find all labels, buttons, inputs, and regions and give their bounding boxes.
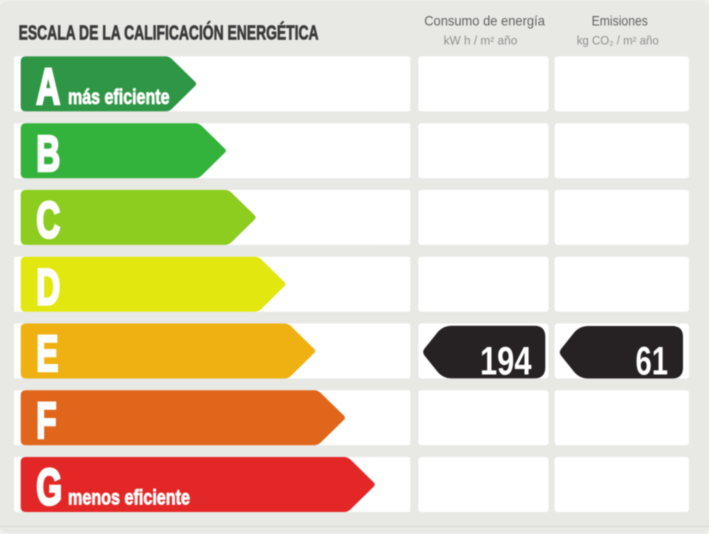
svg-text:kW h / m² año: kW h / m² año [444,36,518,48]
svg-text:C: C [36,192,60,249]
svg-text:Emisiones: Emisiones [592,12,648,28]
svg-text:ESCALA DE LA CALIFICACIÓN ENER: ESCALA DE LA CALIFICACIÓN ENERGÉTICA [19,20,319,44]
svg-text:61: 61 [636,340,669,384]
svg-text:G: G [36,459,62,516]
svg-text:E: E [36,325,58,382]
svg-text:194: 194 [480,340,532,384]
svg-text:D: D [36,258,60,315]
svg-text:kg CO₂ / m² año: kg CO₂ / m² año [577,36,659,48]
svg-text:A: A [36,58,60,115]
svg-text:Consumo de energía: Consumo de energía [424,12,545,28]
svg-text:F: F [36,392,56,449]
svg-text:B: B [36,125,60,182]
svg-text:más eficiente: más eficiente [68,86,170,109]
svg-text:menos eficiente: menos eficiente [68,487,190,510]
